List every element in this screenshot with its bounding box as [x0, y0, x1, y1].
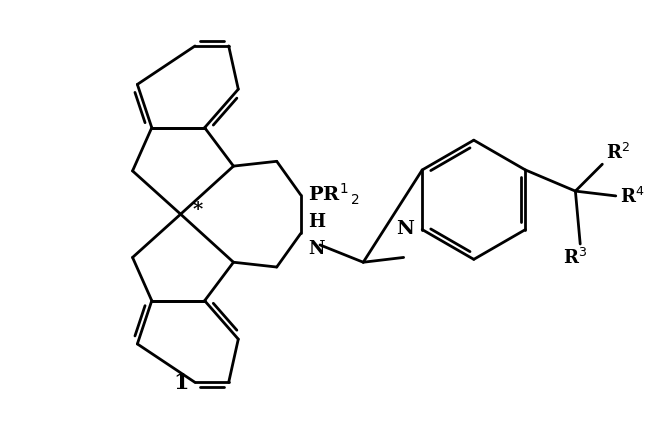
Text: R$^4$: R$^4$	[620, 187, 644, 206]
Text: N: N	[308, 240, 325, 258]
Text: PR$^1{}_{\,2}$: PR$^1{}_{\,2}$	[308, 181, 360, 206]
Text: 1: 1	[173, 371, 189, 393]
Text: H: H	[308, 212, 326, 230]
Text: R$^2$: R$^2$	[606, 143, 630, 163]
Text: N: N	[397, 219, 415, 237]
Text: R$^3$: R$^3$	[563, 247, 587, 267]
Text: *: *	[193, 201, 203, 219]
